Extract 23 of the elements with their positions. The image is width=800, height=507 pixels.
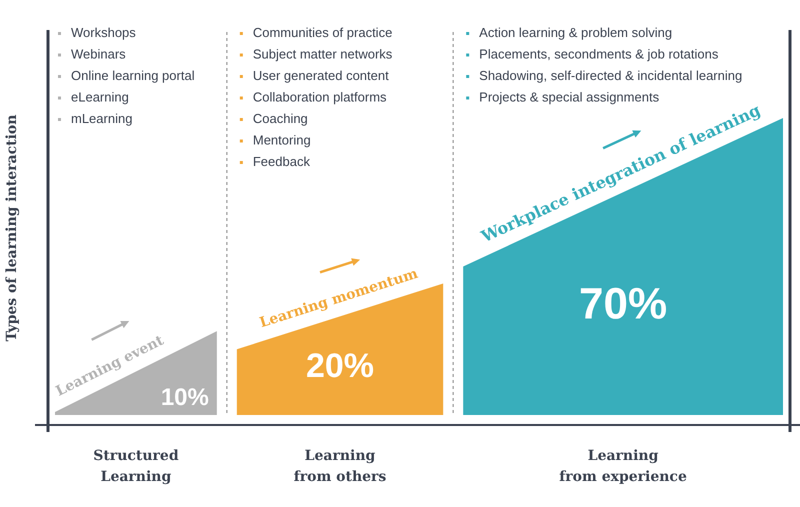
text: Placements, secondments & job rotations [479, 46, 718, 62]
text: Coaching [252, 111, 308, 126]
category-label: Learning from experience [559, 448, 687, 485]
category-label: Structured Learning [93, 448, 179, 485]
text: Mentoring [252, 132, 311, 148]
text: mLearning [71, 111, 132, 126]
text: Collaboration platforms [252, 90, 387, 104]
text: Workshops [71, 25, 136, 40]
text: Projects & special assignments [479, 90, 660, 104]
text: Communities of practice [252, 25, 392, 40]
text: Shadowing, self-directed & incidental learning [479, 68, 742, 83]
text: User generated content [252, 68, 389, 83]
text: eLearning [71, 90, 129, 104]
text: Online learning portal [71, 68, 195, 83]
data-label: 10% [160, 384, 209, 411]
text: Feedback [252, 154, 310, 169]
data-label: 20% [306, 347, 374, 385]
data-label: 70% [579, 279, 668, 328]
text: Action learning & problem solving [479, 25, 672, 40]
category-label: Learning from others [294, 448, 386, 485]
text: Subject matter networks [252, 46, 392, 62]
text: Webinars [71, 46, 126, 62]
text: Types of learning interaction [4, 114, 20, 342]
